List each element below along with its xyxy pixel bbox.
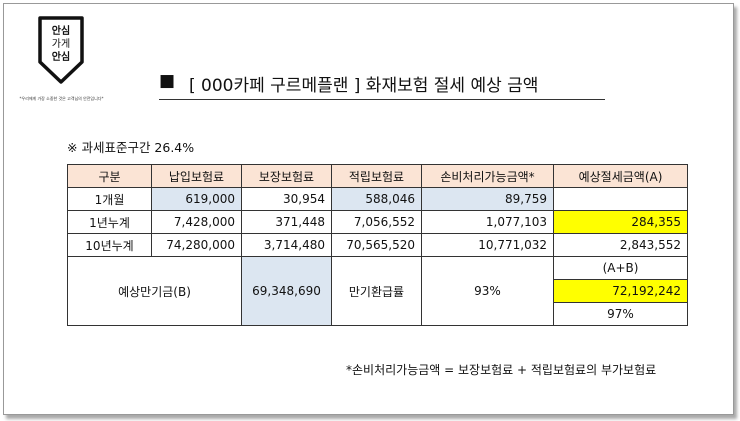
table-row: 1년누계 7,428,000 371,448 7,056,552 1,077,1… bbox=[67, 210, 688, 234]
logo-line-1: 안심 bbox=[51, 26, 71, 37]
page-title: ■ [ 000카페 구르메플랜 ] 화재보험 절세 예상 금액 bbox=[159, 69, 605, 100]
cell-coverage-premium: 371,448 bbox=[241, 210, 332, 234]
header-paid-premium: 납입보험료 bbox=[151, 164, 242, 188]
refund-label: 만기환급률 bbox=[331, 256, 422, 326]
cell-expected-tax-saving bbox=[553, 187, 688, 211]
title-text: [ 000카페 구르메플랜 ] 화재보험 절세 예상 금액 bbox=[189, 76, 539, 96]
header-coverage-premium: 보장보험료 bbox=[241, 164, 332, 188]
table-row: 1개월 619,000 30,954 588,046 89,759 bbox=[67, 187, 688, 211]
cell-coverage-premium: 3,714,480 bbox=[241, 233, 332, 257]
logo-line-3: 안심 bbox=[51, 52, 71, 63]
logo-slogan: *우리에게 가장 소중한 것은 고객님의 안전입니다* bbox=[19, 96, 104, 101]
sum-value: 72,192,242 bbox=[553, 279, 688, 303]
footnote: *손비처리가능금액 = 보장보험료 + 적립보험료의 부가보험료 bbox=[346, 363, 657, 377]
maturity-label: 예상만기금(B) bbox=[67, 256, 242, 326]
cell-savings-premium: 588,046 bbox=[331, 187, 422, 211]
maturity-row: 예상만기금(B) 69,348,690 만기환급률 93% (A+B) bbox=[67, 256, 688, 326]
header-expected-tax-saving: 예상절세금액(A) bbox=[553, 164, 688, 188]
insurance-table: 구분 납입보험료 보장보험료 적립보험료 손비처리가능금액* 예상절세금액(A)… bbox=[67, 164, 688, 326]
row-label: 1개월 bbox=[67, 187, 152, 211]
cell-expected-tax-saving: 2,843,552 bbox=[553, 233, 688, 257]
title-bullet: ■ bbox=[159, 71, 176, 91]
header-category: 구분 bbox=[67, 164, 152, 188]
logo: 안심 가게 안심 *우리에게 가장 소중한 것은 고객님의 안전입니다* bbox=[14, 8, 109, 108]
cell-expected-tax-saving: 284,355 bbox=[553, 210, 688, 234]
cell-paid-premium: 74,280,000 bbox=[151, 233, 242, 257]
cell-savings-premium: 7,056,552 bbox=[331, 210, 422, 234]
row-label: 1년누계 bbox=[67, 210, 152, 234]
refund-rate: 93% bbox=[421, 256, 554, 326]
cell-paid-premium: 619,000 bbox=[151, 187, 242, 211]
maturity-rate-row: 97% bbox=[68, 302, 688, 326]
sum-label: (A+B) bbox=[553, 256, 688, 280]
shield-icon bbox=[38, 16, 84, 84]
cell-paid-premium: 7,428,000 bbox=[151, 210, 242, 234]
row-label: 10년누계 bbox=[67, 233, 152, 257]
table-row: 10년누계 74,280,000 3,714,480 70,565,520 10… bbox=[67, 233, 688, 257]
cell-deductible-amount: 10,771,032 bbox=[421, 233, 554, 257]
cell-coverage-premium: 30,954 bbox=[241, 187, 332, 211]
header-deductible-amount: 손비처리가능금액* bbox=[421, 164, 554, 188]
maturity-value: 69,348,690 bbox=[241, 256, 332, 326]
logo-line-2: 가게 bbox=[51, 39, 71, 50]
header-savings-premium: 적립보험료 bbox=[331, 164, 422, 188]
sum-rate: 97% bbox=[553, 302, 688, 326]
table-header-row: 구분 납입보험료 보장보험료 적립보험료 손비처리가능금액* 예상절세금액(A) bbox=[67, 164, 688, 188]
cell-deductible-amount: 1,077,103 bbox=[421, 210, 554, 234]
document-frame: 안심 가게 안심 *우리에게 가장 소중한 것은 고객님의 안전입니다* ■ [… bbox=[3, 3, 734, 415]
tax-bracket-note: ※ 과세표준구간 26.4% bbox=[67, 140, 195, 155]
cell-deductible-amount: 89,759 bbox=[421, 187, 554, 211]
cell-savings-premium: 70,565,520 bbox=[331, 233, 422, 257]
